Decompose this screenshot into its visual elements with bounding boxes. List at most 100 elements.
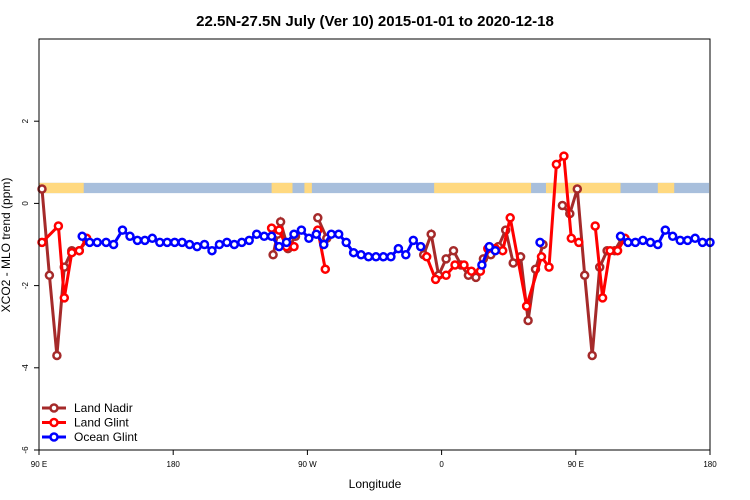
- x-tick-label: 180: [167, 460, 181, 469]
- data-point-ocean-glint: [251, 229, 262, 239]
- data-point-ocean-glint: [266, 231, 277, 242]
- data-point-land-glint: [421, 252, 432, 262]
- data-point-ocean-glint: [348, 247, 359, 258]
- data-point-ocean-glint: [117, 225, 128, 235]
- data-point-land-glint: [459, 260, 469, 270]
- data-point-land-glint: [574, 237, 584, 248]
- data-point-ocean-glint: [140, 235, 150, 246]
- plot-frame: [38, 38, 711, 451]
- data-point-land-nadir: [508, 258, 518, 268]
- legend-label: Land Nadir: [74, 401, 133, 415]
- data-point-land-nadir: [426, 229, 436, 239]
- y-tick-label: -6: [21, 446, 30, 454]
- data-point-land-glint: [612, 245, 623, 256]
- data-point-ocean-glint: [162, 237, 172, 248]
- legend-swatch-marker: [49, 417, 59, 428]
- data-point-ocean-glint: [237, 237, 247, 248]
- data-point-ocean-glint: [326, 229, 337, 239]
- data-point-ocean-glint: [415, 241, 426, 252]
- data-point-ocean-glint: [229, 239, 240, 250]
- data-point-ocean-glint: [371, 252, 381, 262]
- data-point-land-glint: [274, 225, 284, 235]
- data-point-ocean-glint: [177, 237, 187, 248]
- data-point-ocean-glint: [214, 239, 225, 250]
- legend-item-ocean-glint: Ocean Glint: [42, 430, 138, 444]
- data-point-ocean-glint: [535, 237, 545, 248]
- x-axis-label: Longitude: [349, 477, 402, 491]
- data-point-land-nadir: [275, 217, 286, 227]
- data-point-land-nadir: [52, 350, 62, 361]
- data-point-ocean-glint: [615, 231, 626, 242]
- x-tick-label: 90 E: [31, 460, 47, 469]
- chart-title: 22.5N-27.5N July (Ver 10) 2015-01-01 to …: [196, 13, 554, 30]
- data-point-ocean-glint: [147, 233, 158, 244]
- data-point-ocean-glint: [92, 237, 102, 248]
- data-point-land-glint: [430, 274, 441, 285]
- data-point-land-glint: [320, 264, 331, 274]
- data-point-ocean-glint: [484, 241, 495, 252]
- land-band-segment: [657, 182, 675, 194]
- data-point-land-nadir: [268, 250, 278, 260]
- data-point-ocean-glint: [84, 237, 95, 248]
- data-point-ocean-glint: [477, 260, 487, 270]
- series-layer: [37, 151, 715, 361]
- data-point-ocean-glint: [311, 229, 322, 239]
- data-point-ocean-glint: [638, 235, 648, 246]
- data-point-land-nadir: [557, 200, 568, 211]
- data-point-land-glint: [466, 266, 477, 276]
- data-point-ocean-glint: [125, 231, 135, 242]
- data-point-land-glint: [597, 293, 608, 303]
- data-point-land-glint: [450, 260, 460, 270]
- x-tick-label: 90 E: [568, 460, 584, 469]
- land-ocean-band: [39, 182, 709, 194]
- data-point-ocean-glint: [289, 229, 299, 239]
- data-point-land-glint: [544, 262, 554, 272]
- data-point-ocean-glint: [675, 235, 685, 246]
- data-point-land-glint: [59, 293, 70, 303]
- data-point-ocean-glint: [363, 252, 374, 262]
- data-point-ocean-glint: [184, 239, 195, 250]
- land-band-segment: [304, 182, 312, 194]
- x-tick-label: 180: [703, 460, 717, 469]
- legend-swatch-marker: [49, 432, 59, 442]
- data-point-ocean-glint: [630, 237, 641, 248]
- data-point-ocean-glint: [682, 235, 693, 246]
- series-ocean-glint: [77, 225, 715, 270]
- data-point-ocean-glint: [169, 237, 180, 248]
- data-point-land-nadir: [587, 350, 597, 361]
- ocean-band: [40, 182, 709, 194]
- data-point-ocean-glint: [393, 243, 404, 254]
- data-point-ocean-glint: [259, 231, 269, 242]
- data-point-land-glint: [590, 221, 600, 231]
- data-point-land-glint: [289, 241, 299, 252]
- legend-label: Land Glint: [74, 416, 129, 430]
- data-point-ocean-glint: [490, 245, 501, 256]
- legend-label: Ocean Glint: [74, 430, 138, 444]
- land-band-segment: [545, 182, 621, 194]
- data-point-land-glint: [536, 252, 547, 262]
- land-band-segment: [39, 182, 84, 194]
- data-point-ocean-glint: [244, 235, 254, 246]
- data-point-ocean-glint: [667, 231, 678, 242]
- data-point-ocean-glint: [408, 235, 419, 246]
- legend-item-land-nadir: Land Nadir: [42, 401, 133, 415]
- data-point-land-glint: [37, 237, 47, 248]
- data-point-land-nadir: [572, 184, 583, 194]
- data-point-ocean-glint: [281, 237, 292, 248]
- x-tick-label: 90 W: [298, 460, 317, 469]
- data-point-land-glint: [497, 245, 508, 256]
- y-tick-label: -2: [21, 281, 30, 289]
- data-point-ocean-glint: [222, 237, 232, 248]
- data-point-ocean-glint: [697, 237, 708, 248]
- data-point-land-nadir: [579, 270, 590, 281]
- data-point-land-nadir: [44, 270, 55, 281]
- data-point-land-glint: [559, 151, 569, 161]
- data-point-ocean-glint: [296, 225, 307, 235]
- data-point-land-nadir: [313, 213, 323, 223]
- data-point-ocean-glint: [645, 237, 656, 248]
- x-tick-label: 0: [439, 460, 444, 469]
- data-point-ocean-glint: [653, 239, 663, 250]
- data-point-ocean-glint: [623, 237, 633, 248]
- data-point-ocean-glint: [207, 245, 217, 256]
- data-point-ocean-glint: [108, 239, 119, 250]
